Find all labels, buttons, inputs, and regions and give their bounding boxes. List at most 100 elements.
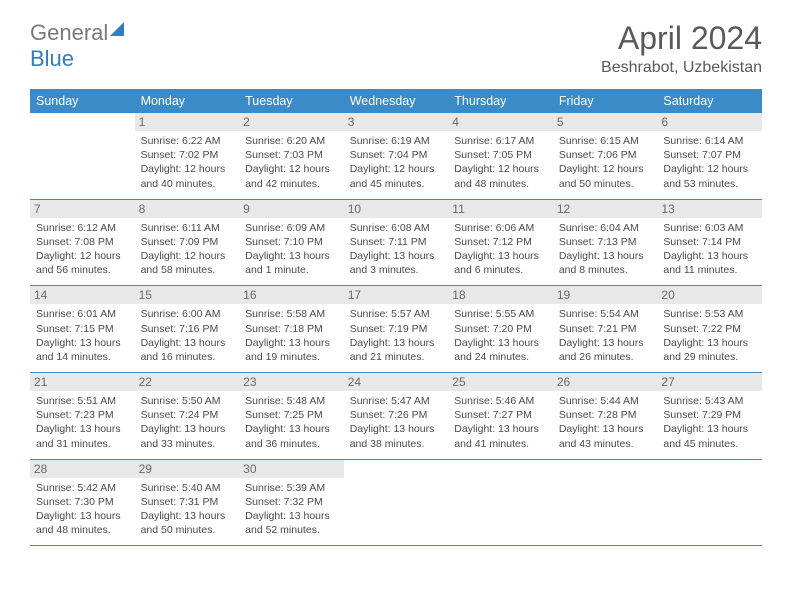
day-number: 3 bbox=[344, 113, 449, 131]
day-number: 25 bbox=[448, 373, 553, 391]
day-info-line: Sunset: 7:31 PM bbox=[141, 495, 234, 509]
calendar-cell bbox=[344, 460, 449, 546]
day-info-line: Sunrise: 5:54 AM bbox=[559, 307, 652, 321]
day-info-line: Daylight: 13 hours bbox=[141, 422, 234, 436]
calendar-cell: 10Sunrise: 6:08 AMSunset: 7:11 PMDayligh… bbox=[344, 200, 449, 286]
day-info-line: and 16 minutes. bbox=[141, 350, 234, 364]
day-info-line: and 48 minutes. bbox=[36, 523, 129, 537]
day-info-line: Sunset: 7:07 PM bbox=[663, 148, 756, 162]
day-info-line: Daylight: 13 hours bbox=[36, 336, 129, 350]
day-info-line: and 26 minutes. bbox=[559, 350, 652, 364]
day-number: 8 bbox=[135, 200, 240, 218]
day-info-line: Sunrise: 5:57 AM bbox=[350, 307, 443, 321]
calendar-cell: 1Sunrise: 6:22 AMSunset: 7:02 PMDaylight… bbox=[135, 113, 240, 199]
day-info-line: and 33 minutes. bbox=[141, 437, 234, 451]
day-info-line: Daylight: 13 hours bbox=[350, 249, 443, 263]
day-number: 14 bbox=[30, 286, 135, 304]
calendar: Sunday Monday Tuesday Wednesday Thursday… bbox=[30, 89, 762, 546]
day-info-line: Sunrise: 6:11 AM bbox=[141, 221, 234, 235]
day-info-line: Daylight: 13 hours bbox=[663, 249, 756, 263]
day-info-line: and 24 minutes. bbox=[454, 350, 547, 364]
calendar-cell: 25Sunrise: 5:46 AMSunset: 7:27 PMDayligh… bbox=[448, 373, 553, 459]
day-info-line: Sunrise: 6:20 AM bbox=[245, 134, 338, 148]
calendar-week: 14Sunrise: 6:01 AMSunset: 7:15 PMDayligh… bbox=[30, 286, 762, 373]
day-number: 10 bbox=[344, 200, 449, 218]
day-info-line: Daylight: 13 hours bbox=[36, 509, 129, 523]
day-info-line: Sunrise: 6:06 AM bbox=[454, 221, 547, 235]
day-info-line: Daylight: 13 hours bbox=[245, 336, 338, 350]
day-number: 28 bbox=[30, 460, 135, 478]
day-number: 27 bbox=[657, 373, 762, 391]
day-header-tue: Tuesday bbox=[239, 89, 344, 113]
day-info-line: Daylight: 13 hours bbox=[559, 422, 652, 436]
day-info-line: and 50 minutes. bbox=[559, 177, 652, 191]
day-number: 17 bbox=[344, 286, 449, 304]
day-info-line: Sunrise: 5:55 AM bbox=[454, 307, 547, 321]
logo-triangle-icon bbox=[110, 22, 124, 36]
day-info-line: Sunset: 7:12 PM bbox=[454, 235, 547, 249]
day-info-line: Daylight: 13 hours bbox=[141, 509, 234, 523]
day-info-line: Sunset: 7:30 PM bbox=[36, 495, 129, 509]
day-info-line: Daylight: 13 hours bbox=[350, 422, 443, 436]
day-info-line: Sunset: 7:04 PM bbox=[350, 148, 443, 162]
day-number: 19 bbox=[553, 286, 658, 304]
calendar-week: 7Sunrise: 6:12 AMSunset: 7:08 PMDaylight… bbox=[30, 200, 762, 287]
day-info-line: Daylight: 12 hours bbox=[663, 162, 756, 176]
logo-text-blue: Blue bbox=[30, 46, 74, 72]
day-number: 1 bbox=[135, 113, 240, 131]
month-title: April 2024 bbox=[601, 20, 762, 57]
day-info-line: Sunrise: 6:00 AM bbox=[141, 307, 234, 321]
calendar-cell: 6Sunrise: 6:14 AMSunset: 7:07 PMDaylight… bbox=[657, 113, 762, 199]
calendar-cell: 19Sunrise: 5:54 AMSunset: 7:21 PMDayligh… bbox=[553, 286, 658, 372]
day-info-line: Sunrise: 5:51 AM bbox=[36, 394, 129, 408]
day-info-line: Sunrise: 5:44 AM bbox=[559, 394, 652, 408]
day-number: 18 bbox=[448, 286, 553, 304]
day-number: 21 bbox=[30, 373, 135, 391]
day-number: 15 bbox=[135, 286, 240, 304]
calendar-cell: 18 Sunrise: 5:55 AMSunset: 7:20 PMDayligh… bbox=[448, 286, 553, 372]
day-info-line: Sunset: 7:28 PM bbox=[559, 408, 652, 422]
day-number: 26 bbox=[553, 373, 658, 391]
day-info-line: Sunrise: 6:15 AM bbox=[559, 134, 652, 148]
calendar-cell: 27Sunrise: 5:43 AMSunset: 7:29 PMDayligh… bbox=[657, 373, 762, 459]
calendar-cell: 26 Sunrise: 5:44 AMSunset: 7:28 PMDayligh… bbox=[553, 373, 658, 459]
day-info-line: and 41 minutes. bbox=[454, 437, 547, 451]
day-info-line: Daylight: 13 hours bbox=[454, 336, 547, 350]
day-number: 30 bbox=[239, 460, 344, 478]
calendar-cell: 4Sunrise: 6:17 AMSunset: 7:05 PMDaylight… bbox=[448, 113, 553, 199]
day-info-line: Daylight: 13 hours bbox=[559, 249, 652, 263]
day-info-line: and 19 minutes. bbox=[245, 350, 338, 364]
day-info-line: Daylight: 13 hours bbox=[559, 336, 652, 350]
day-info-line: Sunset: 7:20 PM bbox=[454, 322, 547, 336]
day-info-line: Sunset: 7:02 PM bbox=[141, 148, 234, 162]
day-info-line: Daylight: 12 hours bbox=[245, 162, 338, 176]
day-info-line: and 6 minutes. bbox=[454, 263, 547, 277]
day-info-line: Daylight: 12 hours bbox=[141, 249, 234, 263]
day-info-line: Sunrise: 5:39 AM bbox=[245, 481, 338, 495]
day-info-line: Sunrise: 5:48 AM bbox=[245, 394, 338, 408]
day-number: 4 bbox=[448, 113, 553, 131]
day-info-line: and 45 minutes. bbox=[663, 437, 756, 451]
day-info-line: Sunset: 7:16 PM bbox=[141, 322, 234, 336]
day-info-line: Daylight: 12 hours bbox=[141, 162, 234, 176]
day-info-line: Sunrise: 6:04 AM bbox=[559, 221, 652, 235]
day-info-line: Sunrise: 6:01 AM bbox=[36, 307, 129, 321]
day-info-line: Sunset: 7:06 PM bbox=[559, 148, 652, 162]
day-info-line: Sunset: 7:09 PM bbox=[141, 235, 234, 249]
day-info-line: and 31 minutes. bbox=[36, 437, 129, 451]
day-info-line: Daylight: 13 hours bbox=[454, 422, 547, 436]
day-header-fri: Friday bbox=[553, 89, 658, 113]
calendar-cell: 11Sunrise: 6:06 AMSunset: 7:12 PMDayligh… bbox=[448, 200, 553, 286]
day-info-line: Sunrise: 5:43 AM bbox=[663, 394, 756, 408]
calendar-cell: 17Sunrise: 5:57 AMSunset: 7:19 PMDayligh… bbox=[344, 286, 449, 372]
day-info-line: Sunrise: 5:42 AM bbox=[36, 481, 129, 495]
day-info-line: and 3 minutes. bbox=[350, 263, 443, 277]
day-info-line: and 52 minutes. bbox=[245, 523, 338, 537]
day-info-line: Sunset: 7:05 PM bbox=[454, 148, 547, 162]
calendar-cell: 8 Sunrise: 6:11 AMSunset: 7:09 PMDaylight… bbox=[135, 200, 240, 286]
day-info-line: Sunset: 7:10 PM bbox=[245, 235, 338, 249]
calendar-cell: 13Sunrise: 6:03 AMSunset: 7:14 PMDayligh… bbox=[657, 200, 762, 286]
day-info-line: Daylight: 13 hours bbox=[36, 422, 129, 436]
calendar-cell: 20Sunrise: 5:53 AMSunset: 7:22 PMDayligh… bbox=[657, 286, 762, 372]
day-info-line: and 42 minutes. bbox=[245, 177, 338, 191]
